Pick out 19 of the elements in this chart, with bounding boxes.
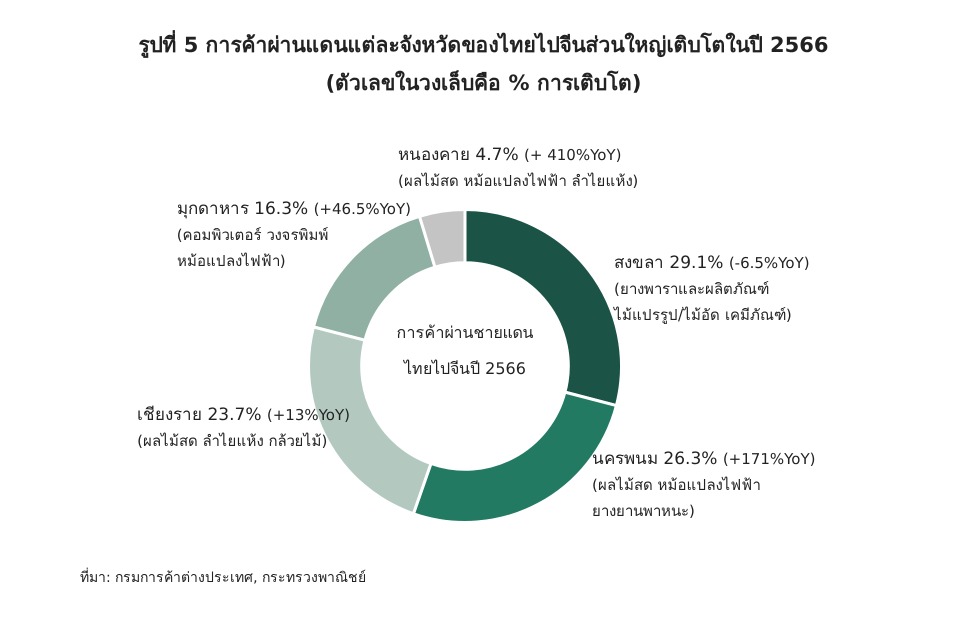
slice-label: นครพนม 26.3%: [592, 449, 718, 469]
text: (+46.5%YoY): [314, 200, 411, 218]
text: (-6.5%YoY): [728, 254, 810, 272]
text: (+171%YoY): [722, 450, 816, 468]
slice-label: มุกดาหาร 16.3%: [176, 199, 310, 219]
text: (ผลไม้สด หม้อแปลงไฟฟ้า ยางยานพาหนะ): [592, 476, 761, 520]
text: การค้าผ่านชายแดน ไทยไปจีนปี 2566: [396, 322, 534, 380]
text: (คอมพิวเตอร์ วงจรพิมพ์ หม้อแปลงไฟฟ้า): [176, 226, 328, 270]
slice-label: สงขลา 29.1%: [614, 253, 724, 273]
slice-label: เชียงราย 23.7%: [137, 405, 262, 425]
chart-title: รูปที่ 5 การค้าผ่านแดนแต่ละจังหวัดของไทยไปจีนส่วนใหญ่เติบโตในปี 2566: [138, 29, 830, 60]
chart-subtitle: (ตัวเลขในวงเล็บคือ % การเติบโต): [324, 69, 642, 97]
text: (+13%YoY): [266, 406, 350, 424]
text: ที่มา: กรมการค้าต่างประเทศ, กระทรวงพาณิชย์: [80, 566, 366, 588]
slice-label: หนองคาย 4.7%: [398, 145, 520, 165]
text: (ยางพาราและผลิตภัณฑ์ ไม้แปรรูป/ไม้อัด เคมีภัณฑ์): [614, 280, 792, 324]
text: (ผลไม้สด หม้อแปลงไฟฟ้า ลำไยแห้ง): [398, 172, 638, 190]
text: (+ 410%YoY): [524, 146, 622, 164]
text: (ผลไม้สด ลำไยแห้ง กล้วยไม้): [137, 432, 328, 450]
